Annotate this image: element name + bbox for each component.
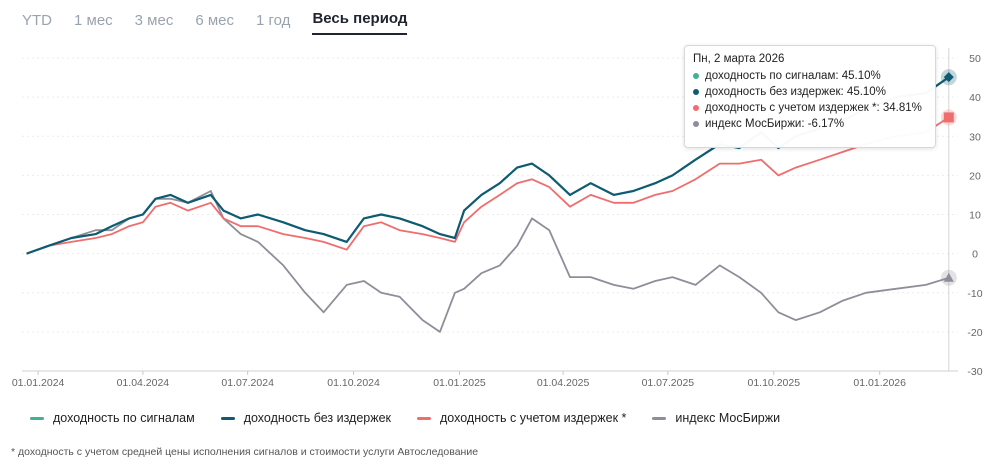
tab-1[interactable]: 1 мес (74, 12, 113, 29)
y-tick-label: 10 (969, 210, 981, 222)
line-chart: 50 40 30 20 10 0 -10 -20 -30 01.01.2024 01.04.202… (12, 48, 983, 389)
tab-5[interactable]: Весь период (312, 8, 408, 35)
tooltip-dot-icon (693, 73, 699, 79)
hover-tooltip: Пн, 2 марта 2026 доходность по сигналам:… (684, 45, 936, 148)
y-tick-label: 30 (969, 131, 981, 143)
y-tick-label: 40 (969, 92, 981, 104)
tooltip-dot-icon (693, 105, 699, 111)
series-line (26, 116, 950, 255)
y-tick-label: 20 (969, 170, 981, 182)
x-tick-label: 01.01.2026 (853, 377, 906, 389)
chart-markers (940, 69, 957, 286)
legend-label: доходность без издержек (243, 411, 392, 425)
period-tabs: YTD 1 мес 3 мес 6 мес 1 год Весь период (22, 8, 429, 35)
legend-item[interactable]: доходность без издержек (220, 411, 392, 425)
legend-item[interactable]: доходность с учетом издержек * (417, 411, 626, 425)
tooltip-dot-icon (693, 89, 699, 95)
tooltip-row: индекс МосБиржи: -6.17% (693, 116, 927, 132)
tooltip-row-text: доходность с учетом издержек *: 34.81% (705, 102, 922, 114)
legend-label: доходность с учетом издержек * (440, 411, 627, 425)
y-tick-label: -10 (967, 288, 982, 300)
tooltip-row: доходность без издержек: 45.10% (693, 84, 927, 100)
legend-item[interactable]: доходность по сигналам (30, 411, 195, 425)
tooltip-date: Пн, 2 марта 2026 (693, 53, 785, 65)
tab-2[interactable]: 3 мес (134, 12, 174, 29)
footnote: * доходность с учетом средней цены испол… (11, 446, 479, 458)
tooltip-row-text: индекс МосБиржи: -6.17% (705, 118, 845, 130)
tooltip-row: доходность с учетом издержек *: 34.81% (693, 100, 927, 116)
x-tick-label: 01.04.2024 (117, 377, 170, 389)
square-marker-icon (943, 112, 954, 123)
y-tick-label: 0 (972, 249, 978, 261)
x-tick-label: 01.04.2025 (537, 377, 590, 389)
legend-item[interactable]: индекс МосБиржи (652, 411, 780, 425)
series-line (26, 190, 950, 333)
legend-swatch-icon (652, 416, 667, 420)
y-tick-label: -30 (967, 366, 982, 378)
x-axis-ticks: 01.01.2024 01.04.2024 01.07.2024 01.10.2024… (12, 370, 958, 389)
tooltip-row: доходность по сигналам: 45.10% (693, 68, 927, 84)
x-tick-label: 01.10.2024 (327, 377, 380, 389)
y-tick-label: 50 (969, 53, 981, 65)
x-tick-label: 01.07.2024 (221, 377, 274, 389)
legend-swatch-icon (417, 416, 432, 420)
x-tick-label: 01.01.2025 (433, 377, 486, 389)
tab-0[interactable]: YTD (22, 12, 52, 29)
diamond-marker-icon (943, 72, 954, 83)
tooltip-row-text: доходность без издержек: 45.10% (705, 86, 886, 98)
tooltip-dot-icon (693, 121, 699, 127)
y-axis-ticks: 50 40 30 20 10 0 -10 -20 -30 (967, 53, 982, 378)
x-tick-label: 01.01.2024 (12, 377, 65, 389)
legend-label: доходность по сигналам (53, 411, 195, 425)
tab-3[interactable]: 6 мес (195, 12, 235, 29)
y-tick-label: -20 (967, 327, 982, 339)
x-tick-label: 01.07.2025 (642, 377, 695, 389)
triangle-marker-icon (943, 272, 954, 282)
legend-swatch-icon (30, 416, 44, 420)
legend-label: индекс МосБиржи (675, 411, 781, 425)
tooltip-row-text: доходность по сигналам: 45.10% (705, 70, 881, 82)
chart-legend: доходность по сигналам доходность без изд… (30, 411, 806, 425)
x-tick-label: 01.10.2025 (748, 377, 801, 389)
tab-4[interactable]: 1 год (256, 12, 291, 29)
legend-swatch-icon (220, 416, 235, 420)
